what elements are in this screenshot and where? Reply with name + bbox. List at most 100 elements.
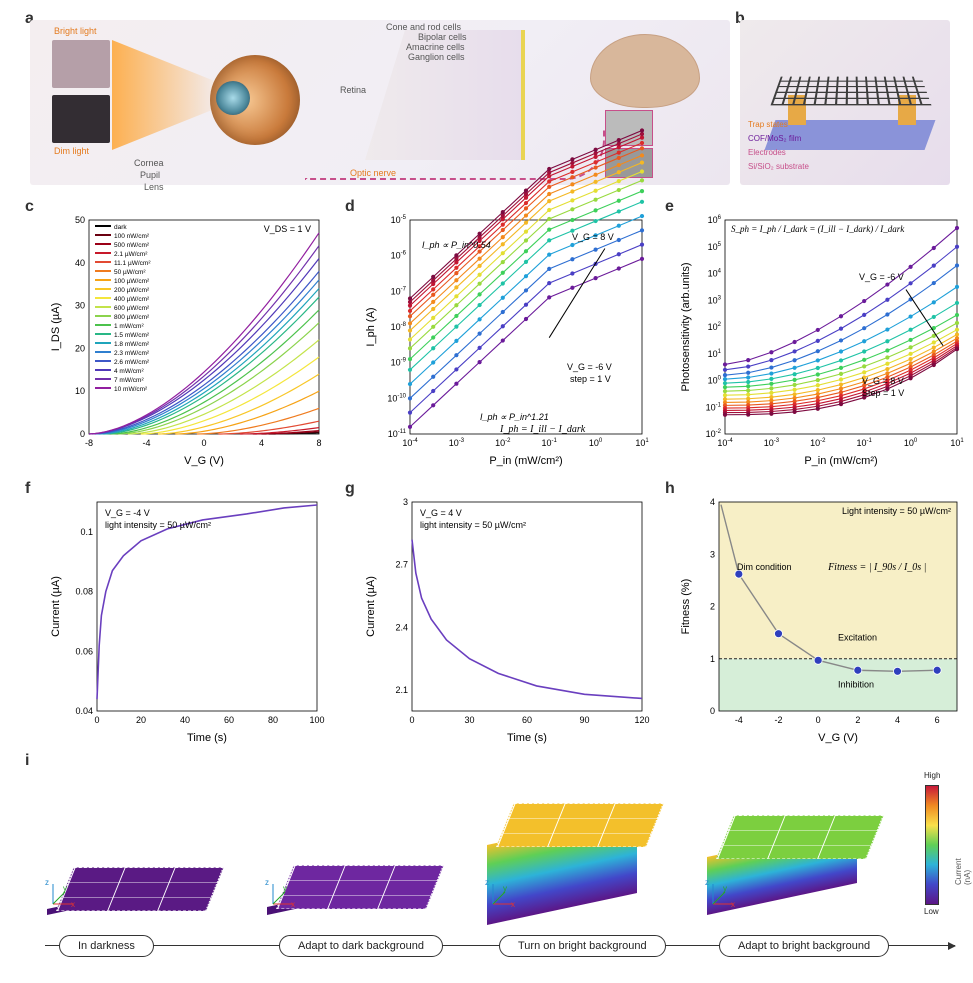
chart-c-svg: -8-404801020304050V_G (V)I_DS (µA)V_DS =…	[45, 210, 325, 470]
stage-block-2	[505, 785, 655, 895]
stage-pill-0: In darkness	[59, 935, 154, 957]
svg-text:20: 20	[75, 343, 85, 353]
svg-text:-8: -8	[85, 438, 93, 448]
stage-pill-2: Turn on bright background	[499, 935, 666, 957]
substrate-label: Si/SiO₂ substrate	[748, 162, 809, 171]
svg-text:106: 106	[708, 215, 722, 225]
svg-text:P_in (mW/cm²): P_in (mW/cm²)	[804, 455, 877, 467]
svg-text:2.7: 2.7	[395, 560, 408, 570]
svg-text:V_G = -6 V: V_G = -6 V	[567, 362, 612, 372]
svg-text:4: 4	[895, 715, 900, 725]
svg-text:90: 90	[579, 715, 589, 725]
svg-text:30: 30	[75, 301, 85, 311]
svg-text:2.6 mW/cm²: 2.6 mW/cm²	[114, 359, 150, 366]
colorbar-icon	[925, 785, 939, 905]
retina-label: Retina	[340, 85, 366, 95]
svg-text:2.3 mW/cm²: 2.3 mW/cm²	[114, 350, 150, 357]
svg-text:10-10: 10-10	[387, 393, 406, 403]
svg-text:100: 100	[708, 376, 722, 386]
svg-text:50: 50	[75, 215, 85, 225]
amacrine-label: Amacrine cells	[406, 42, 465, 52]
svg-text:1.8 mW/cm²: 1.8 mW/cm²	[114, 341, 150, 348]
svg-text:Time (s): Time (s)	[507, 732, 547, 744]
film-label: COF/MoS₂ film	[748, 134, 801, 143]
svg-text:6: 6	[935, 715, 940, 725]
svg-text:10-7: 10-7	[391, 286, 407, 296]
panel-b-device: Trap states COF/MoS₂ film Electrodes Si/…	[740, 20, 950, 185]
cone-rod-label: Cone and rod cells	[386, 22, 461, 32]
svg-text:S_ph = I_ph / I_dark = (I_ill: S_ph = I_ph / I_dark = (I_ill − I_dark) …	[731, 224, 905, 234]
svg-text:Current (µA): Current (µA)	[50, 576, 62, 637]
svg-text:I_ph = I_ill − I_dark: I_ph = I_ill − I_dark	[499, 424, 586, 435]
svg-text:Fitness = | I_90s / I_0s |: Fitness = | I_90s / I_0s |	[827, 562, 926, 573]
svg-text:120: 120	[634, 715, 649, 725]
svg-text:-4: -4	[142, 438, 150, 448]
svg-text:3: 3	[710, 549, 715, 559]
chart-d: 10-410-310-210-110010110-1110-1010-910-8…	[360, 210, 650, 470]
svg-text:Dim condition: Dim condition	[737, 562, 792, 572]
svg-text:10-1: 10-1	[542, 438, 558, 448]
eye-icon	[210, 55, 300, 145]
svg-text:200 µW/cm²: 200 µW/cm²	[114, 287, 150, 294]
chart-h-svg: -4-2024601234V_G (V)Fitness (%)Light int…	[675, 492, 965, 747]
svg-text:10-2: 10-2	[810, 438, 826, 448]
svg-text:7 mW/cm²: 7 mW/cm²	[114, 377, 144, 384]
svg-text:I_ph (A): I_ph (A)	[365, 307, 377, 346]
svg-text:1 mW/cm²: 1 mW/cm²	[114, 323, 144, 330]
stage-pill-1: Adapt to dark background	[279, 935, 443, 957]
axis3d-icon: xzy	[263, 880, 293, 910]
panel-i: xzy In darkness xzy Adapt to dark backgroun…	[30, 765, 950, 965]
svg-text:10-8: 10-8	[391, 322, 407, 332]
svg-text:0.06: 0.06	[75, 646, 93, 656]
svg-text:60: 60	[522, 715, 532, 725]
trap-states-label: Trap states	[748, 120, 788, 129]
chart-g-svg: 03060901202.12.42.73Time (s)Current (µA)…	[360, 492, 650, 747]
label-i: i	[25, 752, 29, 770]
bright-photo-stub	[52, 40, 110, 88]
svg-text:10-2: 10-2	[495, 438, 511, 448]
chart-g: 03060901202.12.42.73Time (s)Current (µA)…	[360, 492, 650, 747]
svg-text:0: 0	[710, 706, 715, 716]
svg-text:0.04: 0.04	[75, 706, 93, 716]
label-g: g	[345, 480, 355, 498]
svg-text:dark: dark	[114, 224, 127, 231]
svg-text:Photosensitivity (arb.units): Photosensitivity (arb.units)	[680, 263, 692, 392]
svg-text:600 µW/cm²: 600 µW/cm²	[114, 305, 150, 312]
svg-text:10 mW/cm²: 10 mW/cm²	[114, 386, 148, 393]
svg-text:2.1 µW/cm²: 2.1 µW/cm²	[114, 251, 148, 258]
light-cone-icon	[112, 40, 222, 150]
svg-text:100 µW/cm²: 100 µW/cm²	[114, 278, 150, 285]
svg-text:1.5 mW/cm²: 1.5 mW/cm²	[114, 332, 150, 339]
stage-pill-3: Adapt to bright background	[719, 935, 889, 957]
svg-text:V_G = -6 V: V_G = -6 V	[859, 272, 904, 282]
lens-label: Lens	[144, 182, 164, 192]
svg-text:10: 10	[75, 386, 85, 396]
chart-f-svg: 0204060801000.040.060.080.1Time (s)Curre…	[45, 492, 325, 747]
svg-text:Current (µA): Current (µA)	[365, 576, 377, 637]
pupil-label: Pupil	[140, 170, 160, 180]
svg-text:60: 60	[224, 715, 234, 725]
svg-text:40: 40	[180, 715, 190, 725]
svg-text:light intensity = 50 µW/cm²: light intensity = 50 µW/cm²	[420, 520, 526, 530]
svg-text:2.4: 2.4	[395, 622, 408, 632]
svg-text:100: 100	[309, 715, 324, 725]
svg-text:3: 3	[403, 497, 408, 507]
brain-icon	[590, 34, 700, 108]
svg-text:step = 1 V: step = 1 V	[570, 374, 611, 384]
ganglion-label: Ganglion cells	[408, 52, 465, 62]
svg-text:Step = 1 V: Step = 1 V	[862, 388, 904, 398]
svg-text:I_DS (µA): I_DS (µA)	[50, 303, 62, 352]
svg-text:11.1 µW/cm²: 11.1 µW/cm²	[114, 260, 151, 267]
svg-text:10-1: 10-1	[857, 438, 873, 448]
svg-text:2: 2	[710, 602, 715, 612]
bright-light-label: Bright light	[54, 26, 97, 36]
colorbar-low: Low	[924, 907, 939, 916]
svg-text:-4: -4	[735, 715, 743, 725]
axis3d-icon: xzy	[703, 880, 733, 910]
svg-text:-2: -2	[774, 715, 782, 725]
svg-text:100 nW/cm²: 100 nW/cm²	[114, 233, 150, 240]
svg-text:1: 1	[710, 654, 715, 664]
chart-f: 0204060801000.040.060.080.1Time (s)Curre…	[45, 492, 325, 747]
dim-photo-stub	[52, 95, 110, 143]
svg-text:P_in (mW/cm²): P_in (mW/cm²)	[489, 455, 562, 467]
